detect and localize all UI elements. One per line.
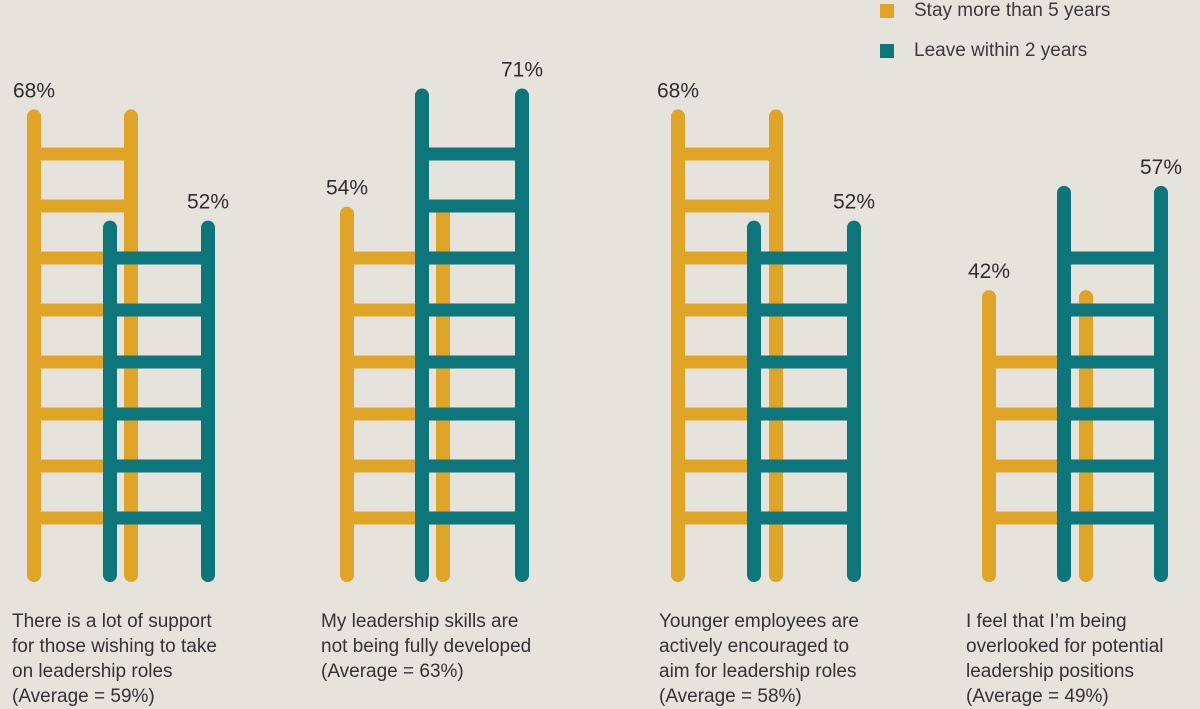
caption-line: overlooked for potential xyxy=(966,636,1164,657)
ladder-rung-stay-0 xyxy=(34,147,131,161)
ladder-rung-leave-1 xyxy=(422,303,522,317)
ladder-rung-leave-1 xyxy=(422,147,522,161)
ladder-rung-leave-1 xyxy=(422,511,522,525)
ladder-rung-leave-2 xyxy=(754,251,854,265)
caption-line: (Average = 58%) xyxy=(659,686,802,707)
ladder-rung-stay-0 xyxy=(34,199,131,213)
ladder-rung-leave-0 xyxy=(110,459,208,473)
ladder-rung-leave-1 xyxy=(422,355,522,369)
ladder-rung-leave-2 xyxy=(754,459,854,473)
caption-line: aim for leadership roles xyxy=(659,661,857,682)
caption-0: There is a lot of support for those wish… xyxy=(12,609,262,709)
ladder-rail-stay-3-right xyxy=(1079,290,1093,582)
ladder-rung-leave-2 xyxy=(754,511,854,525)
ladder-rung-stay-2 xyxy=(678,147,776,161)
value-label-leave-2: 52% xyxy=(833,191,875,214)
caption-line: Younger employees are xyxy=(659,611,859,632)
caption-line: actively encouraged to xyxy=(659,636,850,657)
legend-swatch-stay xyxy=(880,4,894,18)
caption-line: for those wishing to take xyxy=(12,636,217,657)
caption-line: There is a lot of support xyxy=(12,611,212,632)
ladder-rung-leave-3 xyxy=(1064,511,1161,525)
ladder-rung-stay-2 xyxy=(678,199,776,213)
legend-swatch-leave xyxy=(880,44,894,58)
value-label-leave-1: 71% xyxy=(501,59,543,82)
caption-line: (Average = 49%) xyxy=(966,686,1109,707)
ladder-rung-leave-3 xyxy=(1064,407,1161,421)
value-label-stay-1: 54% xyxy=(326,177,368,200)
caption-2: Younger employees are actively encourage… xyxy=(659,609,909,709)
legend: Stay more than 5 years Leave within 2 ye… xyxy=(880,0,1110,81)
ladder-rung-leave-3 xyxy=(1064,251,1161,265)
ladder-rail-leave-3-left xyxy=(1057,185,1071,582)
legend-label-stay: Stay more than 5 years xyxy=(914,0,1111,21)
ladder-rail-leave-2-left xyxy=(747,220,761,582)
ladder-rail-leave-2-right xyxy=(847,220,861,582)
ladder-rail-stay-1-right xyxy=(436,206,450,582)
ladder-rung-leave-2 xyxy=(754,303,854,317)
value-label-leave-3: 57% xyxy=(1140,156,1182,179)
caption-1: My leadership skills are not being fully… xyxy=(321,609,571,684)
ladder-rung-leave-3 xyxy=(1064,303,1161,317)
ladder-rail-leave-0-left xyxy=(103,220,117,582)
caption-line: leadership positions xyxy=(966,661,1134,682)
value-label-stay-3: 42% xyxy=(968,260,1010,283)
ladder-rung-leave-3 xyxy=(1064,459,1161,473)
ladder-rung-leave-0 xyxy=(110,511,208,525)
ladder-rail-leave-0-right xyxy=(201,220,215,582)
legend-item-leave: Leave within 2 years xyxy=(880,40,1110,61)
ladder-rung-leave-1 xyxy=(422,251,522,265)
ladder-rail-stay-1-left xyxy=(340,206,354,582)
caption-line: (Average = 63%) xyxy=(321,661,464,682)
ladder-rung-leave-0 xyxy=(110,355,208,369)
legend-label-leave: Leave within 2 years xyxy=(914,40,1088,61)
legend-item-stay: Stay more than 5 years xyxy=(880,0,1111,21)
ladder-rail-stay-2-left xyxy=(671,109,685,583)
ladder-rail-stay-3-left xyxy=(982,290,996,582)
ladder-rail-leave-1-right xyxy=(515,88,529,583)
ladder-rail-leave-3-right xyxy=(1154,185,1168,582)
value-label-stay-2: 68% xyxy=(657,79,699,102)
caption-line: on leadership roles xyxy=(12,661,173,682)
ladder-rung-leave-0 xyxy=(110,407,208,421)
ladder-rung-leave-3 xyxy=(1064,355,1161,369)
ladder-rail-leave-1-left xyxy=(415,88,429,583)
ladder-rail-stay-2-right xyxy=(769,109,783,583)
ladder-rung-leave-0 xyxy=(110,251,208,265)
caption-line: I feel that I’m being xyxy=(966,611,1127,632)
caption-line: (Average = 59%) xyxy=(12,686,155,707)
value-label-leave-0: 52% xyxy=(187,191,229,214)
caption-line: My leadership skills are xyxy=(321,611,519,632)
ladder-rung-leave-2 xyxy=(754,407,854,421)
value-label-stay-0: 68% xyxy=(13,79,55,102)
ladder-rung-leave-2 xyxy=(754,355,854,369)
ladder-rung-leave-1 xyxy=(422,199,522,213)
ladder-rung-leave-1 xyxy=(422,407,522,421)
ladder-rail-stay-0-left xyxy=(27,109,41,583)
ladder-rail-stay-0-right xyxy=(124,109,138,583)
caption-3: I feel that I’m being overlooked for pot… xyxy=(966,609,1200,709)
caption-line: not being fully developed xyxy=(321,636,532,657)
ladder-rung-leave-1 xyxy=(422,459,522,473)
ladder-rung-leave-0 xyxy=(110,303,208,317)
